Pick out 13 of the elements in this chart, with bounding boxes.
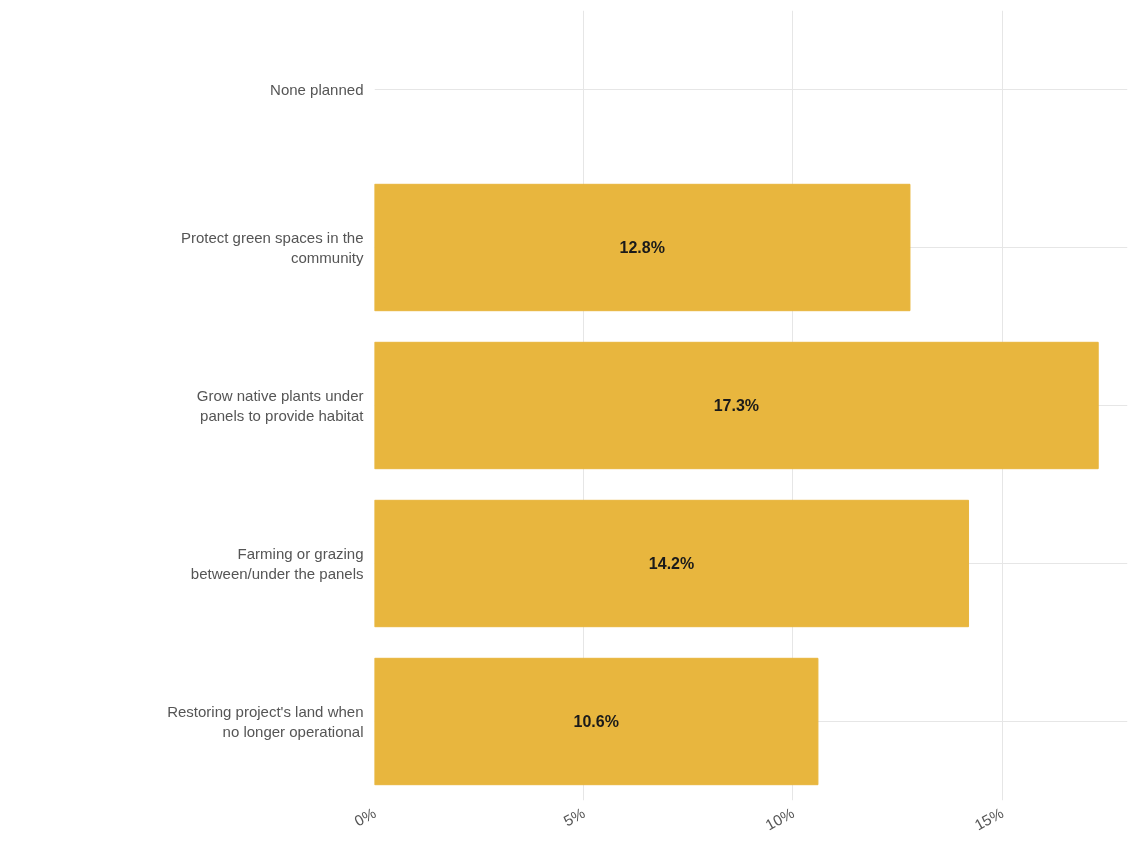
data-label: 17.3%: [713, 397, 760, 414]
data-label: 14.2%: [648, 555, 695, 572]
y-tick-label: Grow native plants under panels to provide habitat: [196, 386, 365, 425]
x-tick-label: 10%: [762, 804, 797, 834]
x-tick-label: 15%: [971, 804, 1007, 834]
y-tick-label: None planned: [270, 81, 364, 98]
y-tick-label: Protect green spaces in the community: [180, 228, 364, 267]
x-tick-label: 5%: [560, 804, 588, 830]
y-tick-label: Farming or grazing between/under the panels: [190, 544, 364, 583]
x-tick-label: 0%: [351, 804, 379, 830]
data-label: 10.6%: [573, 713, 619, 730]
y-tick-label: Restoring project's land when no longer operational: [167, 702, 364, 741]
data-label: 12.8%: [619, 239, 665, 256]
